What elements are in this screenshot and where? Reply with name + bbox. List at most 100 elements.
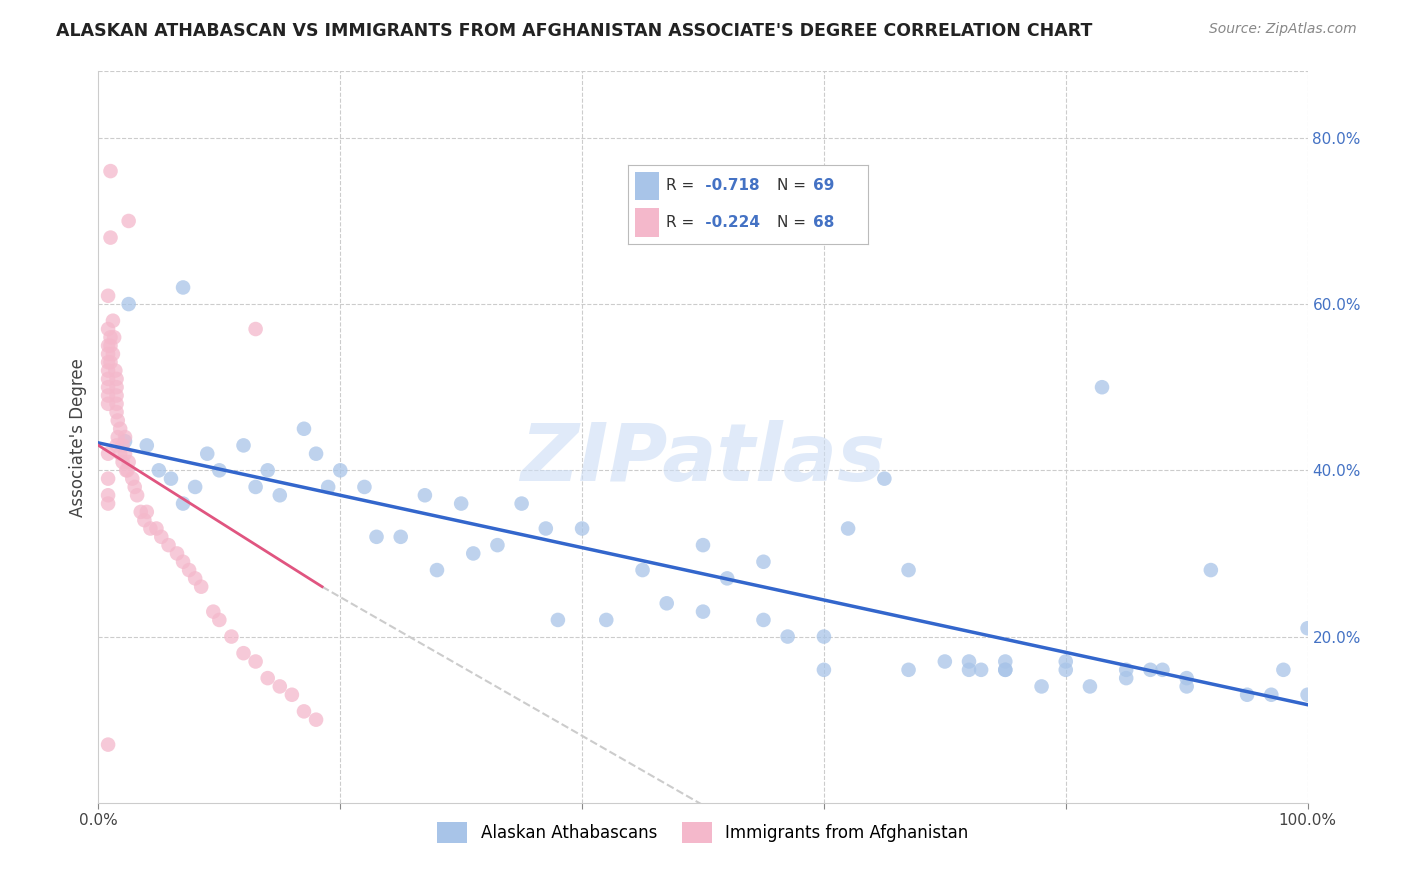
Point [994,663,1017,677]
Text: R =: R = [666,215,699,230]
Point [292,705,315,719]
Point [108,422,131,436]
Point [134,513,156,527]
Point [547,613,569,627]
Point [179,563,201,577]
Point [208,463,231,477]
Point [752,613,775,627]
Point [150,530,173,544]
Point [145,521,167,535]
Point [1236,688,1258,702]
Point [256,463,278,477]
Point [463,546,485,560]
Point [994,663,1017,677]
Point [329,463,352,477]
Point [873,472,896,486]
Point [837,521,859,535]
Point [108,447,131,461]
Point [269,680,291,694]
Point [135,505,157,519]
Point [595,613,617,627]
Point [97,363,120,377]
Point [115,463,138,477]
Point [366,530,388,544]
Legend: Alaskan Athabascans, Immigrants from Afghanistan: Alaskan Athabascans, Immigrants from Afg… [430,815,976,849]
Point [1272,663,1295,677]
Text: Source: ZipAtlas.com: Source: ZipAtlas.com [1209,22,1357,37]
Point [970,663,993,677]
Point [1296,688,1319,702]
Point [1175,680,1198,694]
Text: -0.718: -0.718 [700,178,759,194]
Point [1199,563,1222,577]
Point [97,472,120,486]
Point [994,655,1017,669]
Point [97,372,120,386]
Point [195,447,218,461]
Point [105,372,128,386]
Point [245,655,267,669]
Point [269,488,291,502]
Point [389,530,412,544]
Point [316,480,339,494]
Point [114,434,136,449]
Point [184,480,207,494]
Point [172,280,194,294]
Point [1296,621,1319,635]
Point [1152,663,1174,677]
Point [172,555,194,569]
Point [1115,671,1137,685]
Point [105,388,128,402]
Point [256,671,278,685]
Point [1260,688,1282,702]
Point [897,663,920,677]
Point [208,613,231,627]
Text: 69: 69 [813,178,834,194]
Point [118,214,141,228]
Point [114,447,136,461]
Point [776,630,799,644]
Point [184,571,207,585]
Point [118,297,141,311]
Point [160,472,183,486]
Point [292,422,315,436]
Point [934,655,956,669]
Point [114,430,136,444]
Point [97,397,120,411]
Point [105,397,128,411]
Point [450,497,472,511]
Point [1139,663,1161,677]
Point [100,330,122,344]
Point [100,338,122,352]
Point [97,322,120,336]
Point [105,405,128,419]
Point [97,388,120,402]
Text: R =: R = [666,178,699,194]
Point [97,497,120,511]
Point [692,605,714,619]
Point [124,480,146,494]
Point [1054,655,1077,669]
Text: N =: N = [776,178,810,194]
Text: -0.224: -0.224 [700,215,759,230]
Point [534,521,557,535]
Point [413,488,436,502]
Point [107,430,129,444]
Point [1091,380,1114,394]
Point [157,538,180,552]
Point [353,480,375,494]
Text: ZIPatlas: ZIPatlas [520,420,886,498]
Text: N =: N = [776,215,810,230]
Point [172,497,194,511]
Point [118,455,141,469]
Point [571,521,593,535]
Text: ALASKAN ATHABASCAN VS IMMIGRANTS FROM AFGHANISTAN ASSOCIATE'S DEGREE CORRELATION: ALASKAN ATHABASCAN VS IMMIGRANTS FROM AF… [56,22,1092,40]
Y-axis label: Associate's Degree: Associate's Degree [69,358,87,516]
Point [232,438,254,452]
Point [97,488,120,502]
Point [97,447,120,461]
Point [97,355,120,369]
Point [1175,671,1198,685]
Point [202,605,225,619]
Point [135,438,157,452]
